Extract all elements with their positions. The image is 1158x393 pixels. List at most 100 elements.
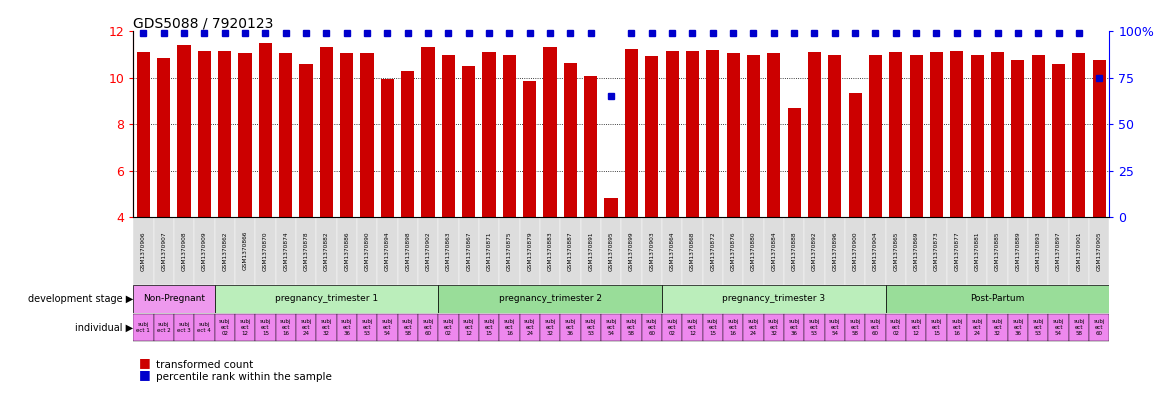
- FancyBboxPatch shape: [642, 314, 662, 342]
- FancyBboxPatch shape: [662, 217, 682, 285]
- Text: GSM1370872: GSM1370872: [710, 231, 716, 271]
- FancyBboxPatch shape: [479, 314, 499, 342]
- Text: ■: ■: [139, 356, 151, 369]
- Bar: [300, 64, 313, 217]
- Text: Non-Pregnant: Non-Pregnant: [142, 294, 205, 303]
- Bar: [340, 53, 353, 217]
- Bar: [951, 51, 963, 217]
- FancyBboxPatch shape: [255, 314, 276, 342]
- Bar: [584, 75, 598, 217]
- Bar: [706, 50, 719, 217]
- Text: subj
ect
58: subj ect 58: [1073, 319, 1085, 336]
- FancyBboxPatch shape: [601, 314, 621, 342]
- FancyBboxPatch shape: [540, 217, 560, 285]
- FancyBboxPatch shape: [154, 217, 174, 285]
- Text: subj
ect
32: subj ect 32: [768, 319, 779, 336]
- Bar: [543, 46, 557, 217]
- FancyBboxPatch shape: [865, 217, 886, 285]
- Text: GSM1370893: GSM1370893: [1035, 231, 1041, 271]
- Text: subj
ect
24: subj ect 24: [525, 319, 535, 336]
- Text: pregnancy_trimester 3: pregnancy_trimester 3: [723, 294, 826, 303]
- FancyBboxPatch shape: [926, 314, 946, 342]
- Text: subj
ect
53: subj ect 53: [1033, 319, 1043, 336]
- FancyBboxPatch shape: [316, 217, 337, 285]
- Bar: [523, 81, 536, 217]
- FancyBboxPatch shape: [357, 314, 378, 342]
- Text: GSM1370864: GSM1370864: [669, 231, 675, 270]
- Text: GSM1370887: GSM1370887: [567, 231, 573, 271]
- FancyBboxPatch shape: [418, 314, 438, 342]
- FancyBboxPatch shape: [520, 314, 540, 342]
- Text: subj
ect
36: subj ect 36: [340, 319, 352, 336]
- FancyBboxPatch shape: [946, 217, 967, 285]
- FancyBboxPatch shape: [255, 217, 276, 285]
- Text: subj
ect
53: subj ect 53: [585, 319, 596, 336]
- Text: individual ▶: individual ▶: [75, 323, 133, 332]
- FancyBboxPatch shape: [580, 314, 601, 342]
- FancyBboxPatch shape: [520, 217, 540, 285]
- FancyBboxPatch shape: [1048, 217, 1069, 285]
- Bar: [1093, 61, 1106, 217]
- FancyBboxPatch shape: [946, 314, 967, 342]
- Bar: [258, 43, 272, 217]
- Text: subj
ect
02: subj ect 02: [442, 319, 454, 336]
- FancyBboxPatch shape: [296, 314, 316, 342]
- FancyBboxPatch shape: [805, 217, 824, 285]
- FancyBboxPatch shape: [499, 314, 520, 342]
- FancyBboxPatch shape: [703, 217, 723, 285]
- FancyBboxPatch shape: [479, 217, 499, 285]
- Bar: [970, 55, 984, 217]
- Text: subj
ect
16: subj ect 16: [951, 319, 962, 336]
- FancyBboxPatch shape: [235, 314, 255, 342]
- FancyBboxPatch shape: [276, 217, 296, 285]
- Text: subj
ect 1: subj ect 1: [137, 322, 151, 333]
- Text: GSM1370877: GSM1370877: [954, 231, 959, 271]
- Text: GSM1370905: GSM1370905: [1097, 231, 1101, 271]
- FancyBboxPatch shape: [805, 314, 824, 342]
- Text: subj
ect
12: subj ect 12: [910, 319, 922, 336]
- Text: subj
ect 3: subj ect 3: [177, 322, 191, 333]
- FancyBboxPatch shape: [886, 217, 906, 285]
- Bar: [360, 53, 374, 217]
- Text: pregnancy_trimester 2: pregnancy_trimester 2: [499, 294, 602, 303]
- Text: GSM1370882: GSM1370882: [324, 231, 329, 271]
- Bar: [442, 55, 455, 217]
- Text: GSM1370869: GSM1370869: [914, 231, 918, 270]
- Text: GSM1370885: GSM1370885: [995, 231, 1001, 271]
- FancyBboxPatch shape: [438, 217, 459, 285]
- Text: GSM1370900: GSM1370900: [852, 231, 858, 271]
- FancyBboxPatch shape: [235, 217, 255, 285]
- Text: GSM1370867: GSM1370867: [467, 231, 471, 270]
- Text: subj
ect
53: subj ect 53: [808, 319, 820, 336]
- Text: GSM1370878: GSM1370878: [303, 231, 308, 271]
- FancyBboxPatch shape: [906, 314, 926, 342]
- FancyBboxPatch shape: [357, 217, 378, 285]
- FancyBboxPatch shape: [276, 314, 296, 342]
- FancyBboxPatch shape: [682, 217, 703, 285]
- Text: subj
ect
58: subj ect 58: [402, 319, 413, 336]
- Text: subj
ect
12: subj ect 12: [240, 319, 251, 336]
- Text: subj
ect
54: subj ect 54: [606, 319, 617, 336]
- FancyBboxPatch shape: [703, 314, 723, 342]
- Text: GSM1370892: GSM1370892: [812, 231, 818, 271]
- FancyBboxPatch shape: [601, 217, 621, 285]
- Bar: [930, 52, 943, 217]
- Text: subj
ect
36: subj ect 36: [789, 319, 800, 336]
- Bar: [401, 71, 415, 217]
- Bar: [868, 55, 882, 217]
- Text: GDS5088 / 7920123: GDS5088 / 7920123: [133, 16, 273, 30]
- FancyBboxPatch shape: [499, 217, 520, 285]
- Text: subj
ect
12: subj ect 12: [463, 319, 475, 336]
- FancyBboxPatch shape: [133, 285, 214, 313]
- Text: subj
ect
16: subj ect 16: [280, 319, 292, 336]
- Text: GSM1370899: GSM1370899: [629, 231, 633, 271]
- Bar: [198, 51, 211, 217]
- FancyBboxPatch shape: [1089, 314, 1109, 342]
- Bar: [849, 93, 862, 217]
- FancyBboxPatch shape: [174, 314, 195, 342]
- Text: subj
ect 4: subj ect 4: [198, 322, 211, 333]
- FancyBboxPatch shape: [1069, 314, 1089, 342]
- FancyBboxPatch shape: [926, 217, 946, 285]
- Text: subj
ect
15: subj ect 15: [259, 319, 271, 336]
- FancyBboxPatch shape: [214, 217, 235, 285]
